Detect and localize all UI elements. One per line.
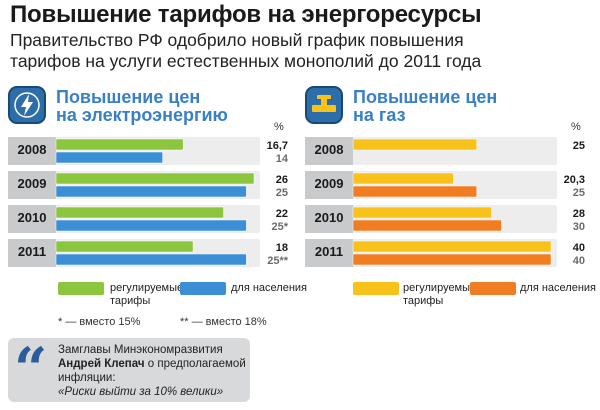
year-label-electricity-2009: 2009	[18, 176, 47, 191]
year-label-bg-gas-2008	[305, 137, 353, 165]
bar-electricity-2009-regulated	[55, 172, 255, 185]
gas-unit-label: %	[571, 121, 581, 133]
year-label-electricity-2011: 2011	[18, 244, 46, 259]
value-label-gas-2010-population: 30	[573, 221, 585, 233]
electricity-title-line-2: на электроэнергию	[56, 105, 228, 125]
quote-text: Замглавы Минэкономразвития Андрей Клепач…	[58, 343, 246, 399]
year-label-bg-gas-2010	[305, 205, 353, 233]
legend-swatch-regulated-gas	[353, 282, 399, 295]
footnote-star-2: ** — вместо 18%	[180, 316, 267, 328]
year-label-bg-electricity-2011	[8, 239, 56, 267]
subtitle-line-1: Правительство РФ одобрило новый график п…	[10, 30, 464, 50]
year-label-bg-electricity-2008	[8, 137, 56, 165]
year-label-gas-2008: 2008	[315, 142, 344, 157]
value-label-gas-2010-regulated: 28	[573, 208, 585, 220]
bar-electricity-2010-regulated	[55, 206, 224, 219]
year-label-bg-gas-2009	[305, 171, 353, 199]
value-label-gas-2009-regulated: 20,3	[564, 174, 585, 186]
value-label-electricity-2008-regulated: 16,7	[267, 140, 288, 152]
bar-gas-2008-regulated	[352, 138, 477, 151]
value-label-electricity-2010-population: 25*	[271, 221, 288, 233]
legend-swatch-population-gas	[470, 282, 516, 295]
subtitle-line-2: тарифов на услуги естественных монополий…	[10, 51, 482, 71]
quote-box: “ Замглавы Минэкономразвития Андрей Клеп…	[8, 338, 250, 402]
gas-title-line-1: Повышение цен	[353, 87, 498, 107]
value-label-gas-2008-regulated: 25	[573, 140, 585, 152]
bar-gas-2009-population	[352, 185, 477, 198]
gas-chart-title: Повышение цен на газ	[353, 88, 497, 124]
value-label-electricity-2008-population: 14	[276, 153, 289, 165]
year-label-bg-gas-2011	[305, 239, 353, 267]
gas-chart: Повышение цен на газ % 2008 25 2009 20,3 25 2…	[305, 86, 590, 276]
legend-label-regulated-electricity: регулируемые тарифы	[110, 282, 184, 307]
year-label-electricity-2008: 2008	[18, 142, 47, 157]
value-label-gas-2011-regulated: 40	[573, 242, 585, 254]
quote-statement: «Риски выйти за 10% велики»	[58, 386, 224, 398]
page-title: Повышение тарифов на энергоресурсы	[10, 1, 482, 28]
quote-mark-icon: “	[14, 335, 48, 403]
year-label-electricity-2010: 2010	[18, 210, 47, 225]
bar-electricity-2009-population	[55, 185, 247, 198]
value-label-gas-2011-population: 40	[573, 255, 585, 267]
bar-gas-2011-regulated	[352, 240, 552, 253]
value-label-electricity-2009-population: 25	[276, 187, 288, 199]
bar-electricity-2008-population	[55, 151, 163, 164]
quote-name: Андрей Клепач	[58, 358, 145, 370]
year-label-gas-2009: 2009	[315, 176, 344, 191]
bar-gas-2010-regulated	[352, 206, 492, 219]
bar-electricity-2010-population	[55, 219, 247, 232]
legend-label-population-gas: для населения	[520, 282, 597, 294]
year-label-gas-2010: 2010	[315, 210, 344, 225]
electricity-chart-title: Повышение цен на электроэнергию	[56, 88, 228, 124]
quote-middle: о предполагаемой инфляции:	[58, 358, 246, 384]
quote-prefix: Замглавы Минэкономразвития	[58, 344, 223, 356]
bar-gas-2009-regulated	[352, 172, 454, 185]
bar-gas-2011-population	[352, 253, 552, 266]
legend-swatch-regulated-electricity	[58, 282, 104, 295]
legend-swatch-population-electricity	[180, 282, 226, 295]
legend-label-regulated-gas: регулируемые тарифы	[403, 282, 477, 307]
bar-gas-2010-population	[352, 219, 502, 232]
bar-electricity-2008-regulated	[55, 138, 184, 151]
year-label-gas-2011: 2011	[315, 244, 343, 259]
year-label-bg-electricity-2009	[8, 171, 56, 199]
bar-electricity-2011-regulated	[55, 240, 194, 253]
lightning-icon	[8, 86, 46, 124]
bar-electricity-2011-population	[55, 253, 247, 266]
electricity-unit-label: %	[274, 121, 284, 133]
page-subtitle: Правительство РФ одобрило новый график п…	[10, 30, 481, 72]
value-label-electricity-2011-regulated: 18	[276, 242, 288, 254]
value-label-electricity-2011-population: 25**	[267, 255, 289, 267]
value-label-gas-2009-population: 25	[573, 187, 585, 199]
gas-title-line-2: на газ	[353, 105, 406, 125]
value-label-electricity-2009-regulated: 26	[276, 174, 288, 186]
gas-pipe-valve-icon	[305, 86, 343, 124]
legend-label-population-electricity: для населения	[231, 282, 308, 294]
value-label-electricity-2010-regulated: 22	[276, 208, 288, 220]
electricity-chart: Повышение цен на электроэнергию % 2008 16…	[8, 86, 293, 276]
footnote-star-1: * — вместо 15%	[58, 316, 141, 328]
electricity-title-line-1: Повышение цен	[56, 87, 201, 107]
year-label-bg-electricity-2010	[8, 205, 56, 233]
